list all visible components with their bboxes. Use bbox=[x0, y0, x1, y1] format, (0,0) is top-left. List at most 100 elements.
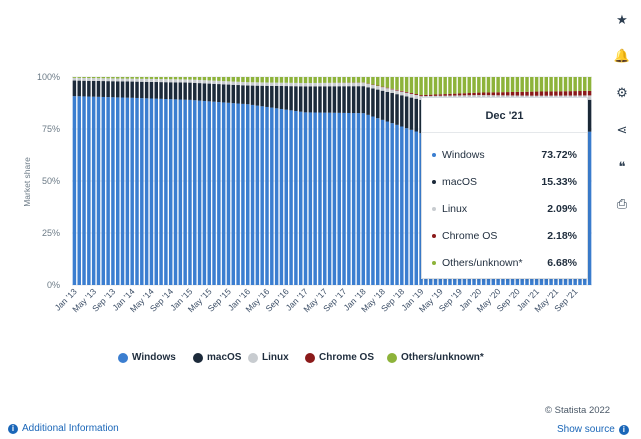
bar-segment-windows[interactable] bbox=[366, 114, 370, 285]
bar-segment-others-unknown[interactable] bbox=[231, 77, 236, 82]
bar-segment-chrome-os[interactable] bbox=[510, 91, 515, 96]
bar-segment-windows[interactable] bbox=[414, 131, 418, 286]
bar-segment-linux[interactable] bbox=[323, 82, 327, 87]
bar-segment-windows[interactable] bbox=[400, 126, 404, 286]
bar-segment-others-unknown[interactable] bbox=[404, 77, 409, 92]
bar-segment-others-unknown[interactable] bbox=[270, 77, 274, 83]
bar-segment-windows[interactable] bbox=[111, 97, 115, 285]
bar-segment-macos[interactable] bbox=[221, 84, 226, 103]
bar-segment-macos[interactable] bbox=[390, 93, 394, 124]
bar-segment-others-unknown[interactable] bbox=[289, 77, 293, 83]
bar-segment-chrome-os[interactable] bbox=[525, 91, 529, 96]
bar-segment-windows[interactable] bbox=[116, 97, 120, 285]
bar-segment-others-unknown[interactable] bbox=[77, 77, 81, 78]
bar-segment-linux[interactable] bbox=[587, 95, 592, 100]
bar-segment-macos[interactable] bbox=[366, 87, 370, 115]
bar-segment-macos[interactable] bbox=[376, 89, 380, 119]
bar-segment-others-unknown[interactable] bbox=[217, 77, 221, 81]
bar-segment-macos[interactable] bbox=[101, 81, 106, 97]
bar-segment-others-unknown[interactable] bbox=[178, 77, 183, 80]
bar-segment-windows[interactable] bbox=[298, 111, 303, 286]
bar-segment-linux[interactable] bbox=[270, 82, 274, 86]
bar-segment-linux[interactable] bbox=[96, 78, 101, 81]
bar-segment-macos[interactable] bbox=[87, 80, 91, 97]
bar-segment-windows[interactable] bbox=[226, 102, 231, 285]
bar-segment-macos[interactable] bbox=[400, 95, 404, 127]
bar-segment-others-unknown[interactable] bbox=[149, 77, 154, 79]
bar-segment-others-unknown[interactable] bbox=[510, 77, 515, 92]
bar-segment-others-unknown[interactable] bbox=[501, 77, 505, 93]
bar-segment-windows[interactable] bbox=[294, 111, 298, 285]
bar-segment-others-unknown[interactable] bbox=[298, 77, 303, 83]
bar-segment-linux[interactable] bbox=[380, 87, 385, 91]
bar-segment-chrome-os[interactable] bbox=[390, 88, 394, 90]
bar-segment-windows[interactable] bbox=[77, 96, 81, 286]
bar-segment-windows[interactable] bbox=[144, 98, 149, 285]
bar-segment-linux[interactable] bbox=[395, 90, 399, 95]
bar-segment-windows[interactable] bbox=[395, 124, 399, 285]
bar-segment-linux[interactable] bbox=[188, 79, 192, 83]
bar-segment-windows[interactable] bbox=[87, 96, 91, 285]
bar-segment-macos[interactable] bbox=[164, 82, 168, 100]
bar-segment-linux[interactable] bbox=[376, 86, 380, 90]
bar-segment-windows[interactable] bbox=[289, 110, 293, 285]
bar-segment-macos[interactable] bbox=[323, 86, 327, 113]
bar-segment-macos[interactable] bbox=[414, 98, 418, 132]
bar-segment-windows[interactable] bbox=[91, 96, 96, 285]
bar-segment-macos[interactable] bbox=[144, 81, 149, 99]
bar-segment-macos[interactable] bbox=[361, 86, 366, 114]
bar-segment-chrome-os[interactable] bbox=[578, 91, 582, 96]
bar-segment-linux[interactable] bbox=[404, 92, 409, 97]
bar-segment-macos[interactable] bbox=[327, 86, 332, 113]
bar-segment-macos[interactable] bbox=[409, 97, 414, 130]
bar-segment-chrome-os[interactable] bbox=[409, 92, 414, 94]
bar-segment-others-unknown[interactable] bbox=[241, 77, 245, 82]
bar-segment-windows[interactable] bbox=[183, 99, 187, 286]
bar-segment-chrome-os[interactable] bbox=[404, 91, 409, 93]
bar-segment-linux[interactable] bbox=[159, 79, 163, 83]
bar-segment-linux[interactable] bbox=[197, 79, 202, 84]
bar-segment-linux[interactable] bbox=[101, 78, 106, 82]
bar-segment-linux[interactable] bbox=[351, 82, 356, 87]
bar-segment-others-unknown[interactable] bbox=[323, 77, 327, 83]
bar-segment-windows[interactable] bbox=[313, 112, 317, 286]
bar-segment-chrome-os[interactable] bbox=[424, 94, 428, 97]
bar-segment-macos[interactable] bbox=[371, 88, 375, 117]
bar-segment-linux[interactable] bbox=[294, 82, 298, 87]
bar-segment-windows[interactable] bbox=[361, 113, 366, 285]
bar-segment-macos[interactable] bbox=[356, 86, 361, 114]
print-button[interactable]: ⎙ bbox=[608, 190, 636, 218]
bar-segment-macos[interactable] bbox=[380, 90, 385, 120]
bar-segment-others-unknown[interactable] bbox=[332, 77, 337, 83]
bar-segment-macos[interactable] bbox=[82, 80, 86, 97]
bar-segment-windows[interactable] bbox=[212, 101, 216, 285]
bar-segment-macos[interactable] bbox=[125, 81, 130, 98]
bar-segment-chrome-os[interactable] bbox=[554, 91, 558, 96]
bar-segment-linux[interactable] bbox=[125, 78, 130, 82]
bar-segment-windows[interactable] bbox=[154, 98, 158, 285]
bar-segment-windows[interactable] bbox=[101, 96, 106, 285]
bar-segment-linux[interactable] bbox=[82, 77, 86, 81]
bar-segment-others-unknown[interactable] bbox=[327, 77, 332, 83]
bar-segment-others-unknown[interactable] bbox=[361, 77, 366, 83]
bar-segment-others-unknown[interactable] bbox=[101, 77, 106, 79]
bar-segment-macos[interactable] bbox=[351, 86, 356, 114]
bar-segment-others-unknown[interactable] bbox=[212, 77, 216, 81]
bar-segment-macos[interactable] bbox=[120, 81, 125, 98]
bar-segment-macos[interactable] bbox=[255, 85, 260, 106]
bar-segment-chrome-os[interactable] bbox=[414, 94, 418, 96]
bar-segment-macos[interactable] bbox=[140, 81, 144, 99]
bar-segment-windows[interactable] bbox=[96, 96, 101, 285]
bar-segment-windows[interactable] bbox=[380, 119, 385, 285]
bar-segment-linux[interactable] bbox=[202, 80, 207, 84]
bar-segment-linux[interactable] bbox=[284, 82, 288, 87]
bar-segment-macos[interactable] bbox=[168, 82, 173, 100]
bar-segment-others-unknown[interactable] bbox=[491, 77, 496, 93]
bar-segment-windows[interactable] bbox=[178, 99, 183, 285]
bar-segment-others-unknown[interactable] bbox=[534, 77, 539, 92]
bar-segment-linux[interactable] bbox=[400, 91, 404, 96]
bar-segment-macos[interactable] bbox=[303, 86, 308, 113]
bar-segment-others-unknown[interactable] bbox=[154, 77, 158, 80]
bar-segment-others-unknown[interactable] bbox=[72, 77, 77, 78]
bar-segment-others-unknown[interactable] bbox=[472, 77, 476, 93]
